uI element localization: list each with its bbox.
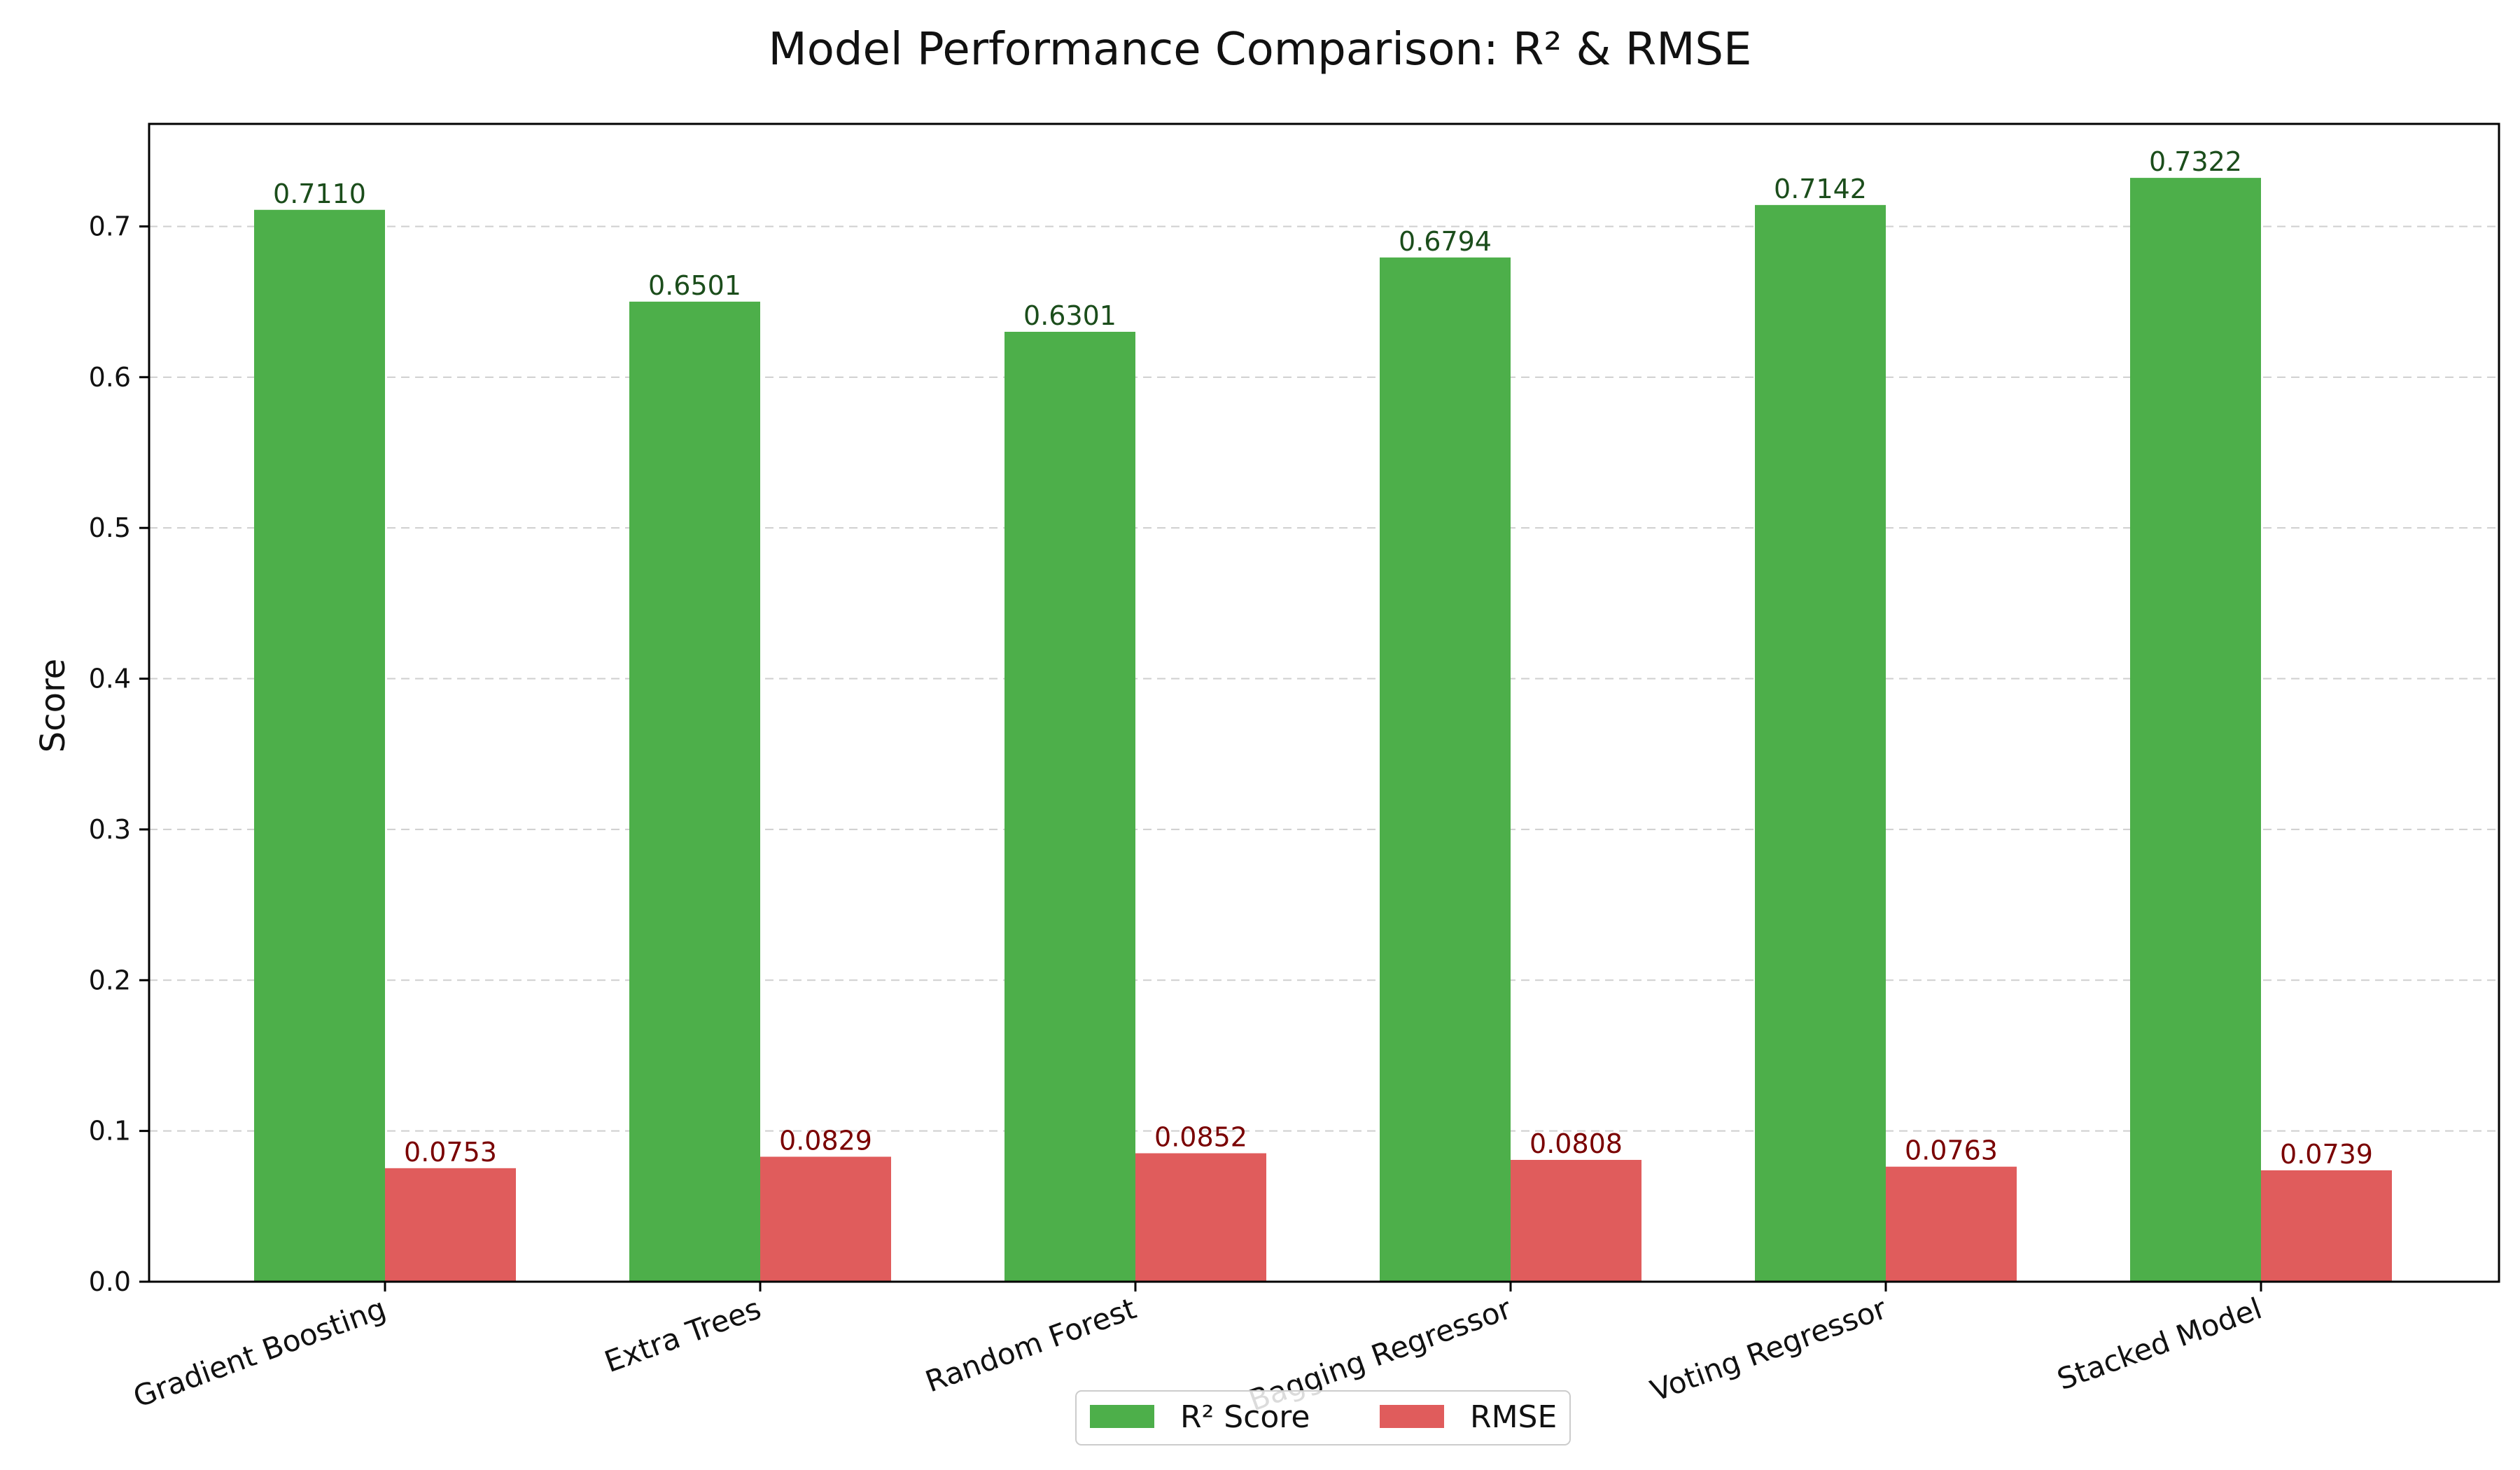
- y-tick-label: 0.2: [89, 965, 131, 995]
- bar-rmse: [760, 1156, 891, 1282]
- value-label-rmse: 0.0808: [1530, 1128, 1623, 1159]
- bar-rmse: [1511, 1159, 1642, 1282]
- bar-r2-score: [254, 209, 385, 1282]
- x-category-label: Stacked Model: [2052, 1291, 2266, 1396]
- value-label-r2: 0.6501: [648, 270, 741, 301]
- value-labels: 0.7110 0.0753 0.6501 0.0829 0.6301 0.0852 0.67…: [273, 146, 2373, 1170]
- value-label-rmse: 0.0763: [1905, 1135, 1998, 1166]
- value-label-rmse: 0.0739: [2280, 1139, 2373, 1170]
- value-label-r2: 0.6301: [1023, 300, 1116, 331]
- legend: R² Score RMSE: [1075, 1390, 1571, 1446]
- y-tick-label: 0.3: [89, 814, 131, 845]
- y-tick-label: 0.5: [89, 512, 131, 543]
- y-tick-label: 0.0: [89, 1266, 131, 1297]
- value-label-rmse: 0.0829: [779, 1125, 872, 1156]
- bar-rmse: [1886, 1166, 2017, 1282]
- bars: [254, 178, 2392, 1282]
- bar-r2-score: [629, 301, 760, 1282]
- value-label-r2: 0.7322: [2149, 146, 2242, 177]
- value-label-rmse: 0.0753: [404, 1137, 497, 1168]
- bar-r2-score: [2130, 178, 2261, 1282]
- legend-label-r2: R² Score: [1180, 1399, 1310, 1435]
- bar-rmse: [1135, 1153, 1266, 1282]
- plot-frame: [148, 122, 2500, 1283]
- x-category-label: Extra Trees: [600, 1291, 765, 1379]
- y-axis-label: Score: [34, 659, 73, 752]
- legend-label-rmse: RMSE: [1470, 1399, 1557, 1435]
- x-category-label: Voting Regressor: [1646, 1291, 1891, 1408]
- y-tick-label: 0.4: [89, 664, 131, 694]
- value-label-r2: 0.7142: [1774, 174, 1867, 204]
- bar-rmse: [385, 1168, 516, 1282]
- y-tick-label: 0.1: [89, 1116, 131, 1147]
- x-category-label: Gradient Boosting: [129, 1291, 391, 1414]
- legend-swatch-r2: [1090, 1405, 1154, 1428]
- bar-r2-score: [1380, 257, 1511, 1282]
- value-label-rmse: 0.0852: [1154, 1122, 1247, 1153]
- bar-r2-score: [1004, 331, 1135, 1282]
- bar-r2-score: [1755, 204, 1886, 1282]
- chart-title: Model Performance Comparison: R² & RMSE: [769, 24, 1752, 76]
- y-tick-label: 0.7: [89, 211, 131, 241]
- value-label-r2: 0.7110: [273, 178, 366, 209]
- y-axis-ticks: 0.0 0.1 0.2 0.3 0.4 0.5 0.6 0.7: [89, 211, 149, 1297]
- value-label-r2: 0.6794: [1399, 226, 1492, 257]
- y-tick-label: 0.6: [89, 362, 131, 393]
- legend-box: [1075, 1390, 1571, 1446]
- legend-swatch-rmse: [1380, 1405, 1444, 1428]
- bar-rmse: [2261, 1170, 2392, 1282]
- x-category-label: Random Forest: [921, 1291, 1141, 1399]
